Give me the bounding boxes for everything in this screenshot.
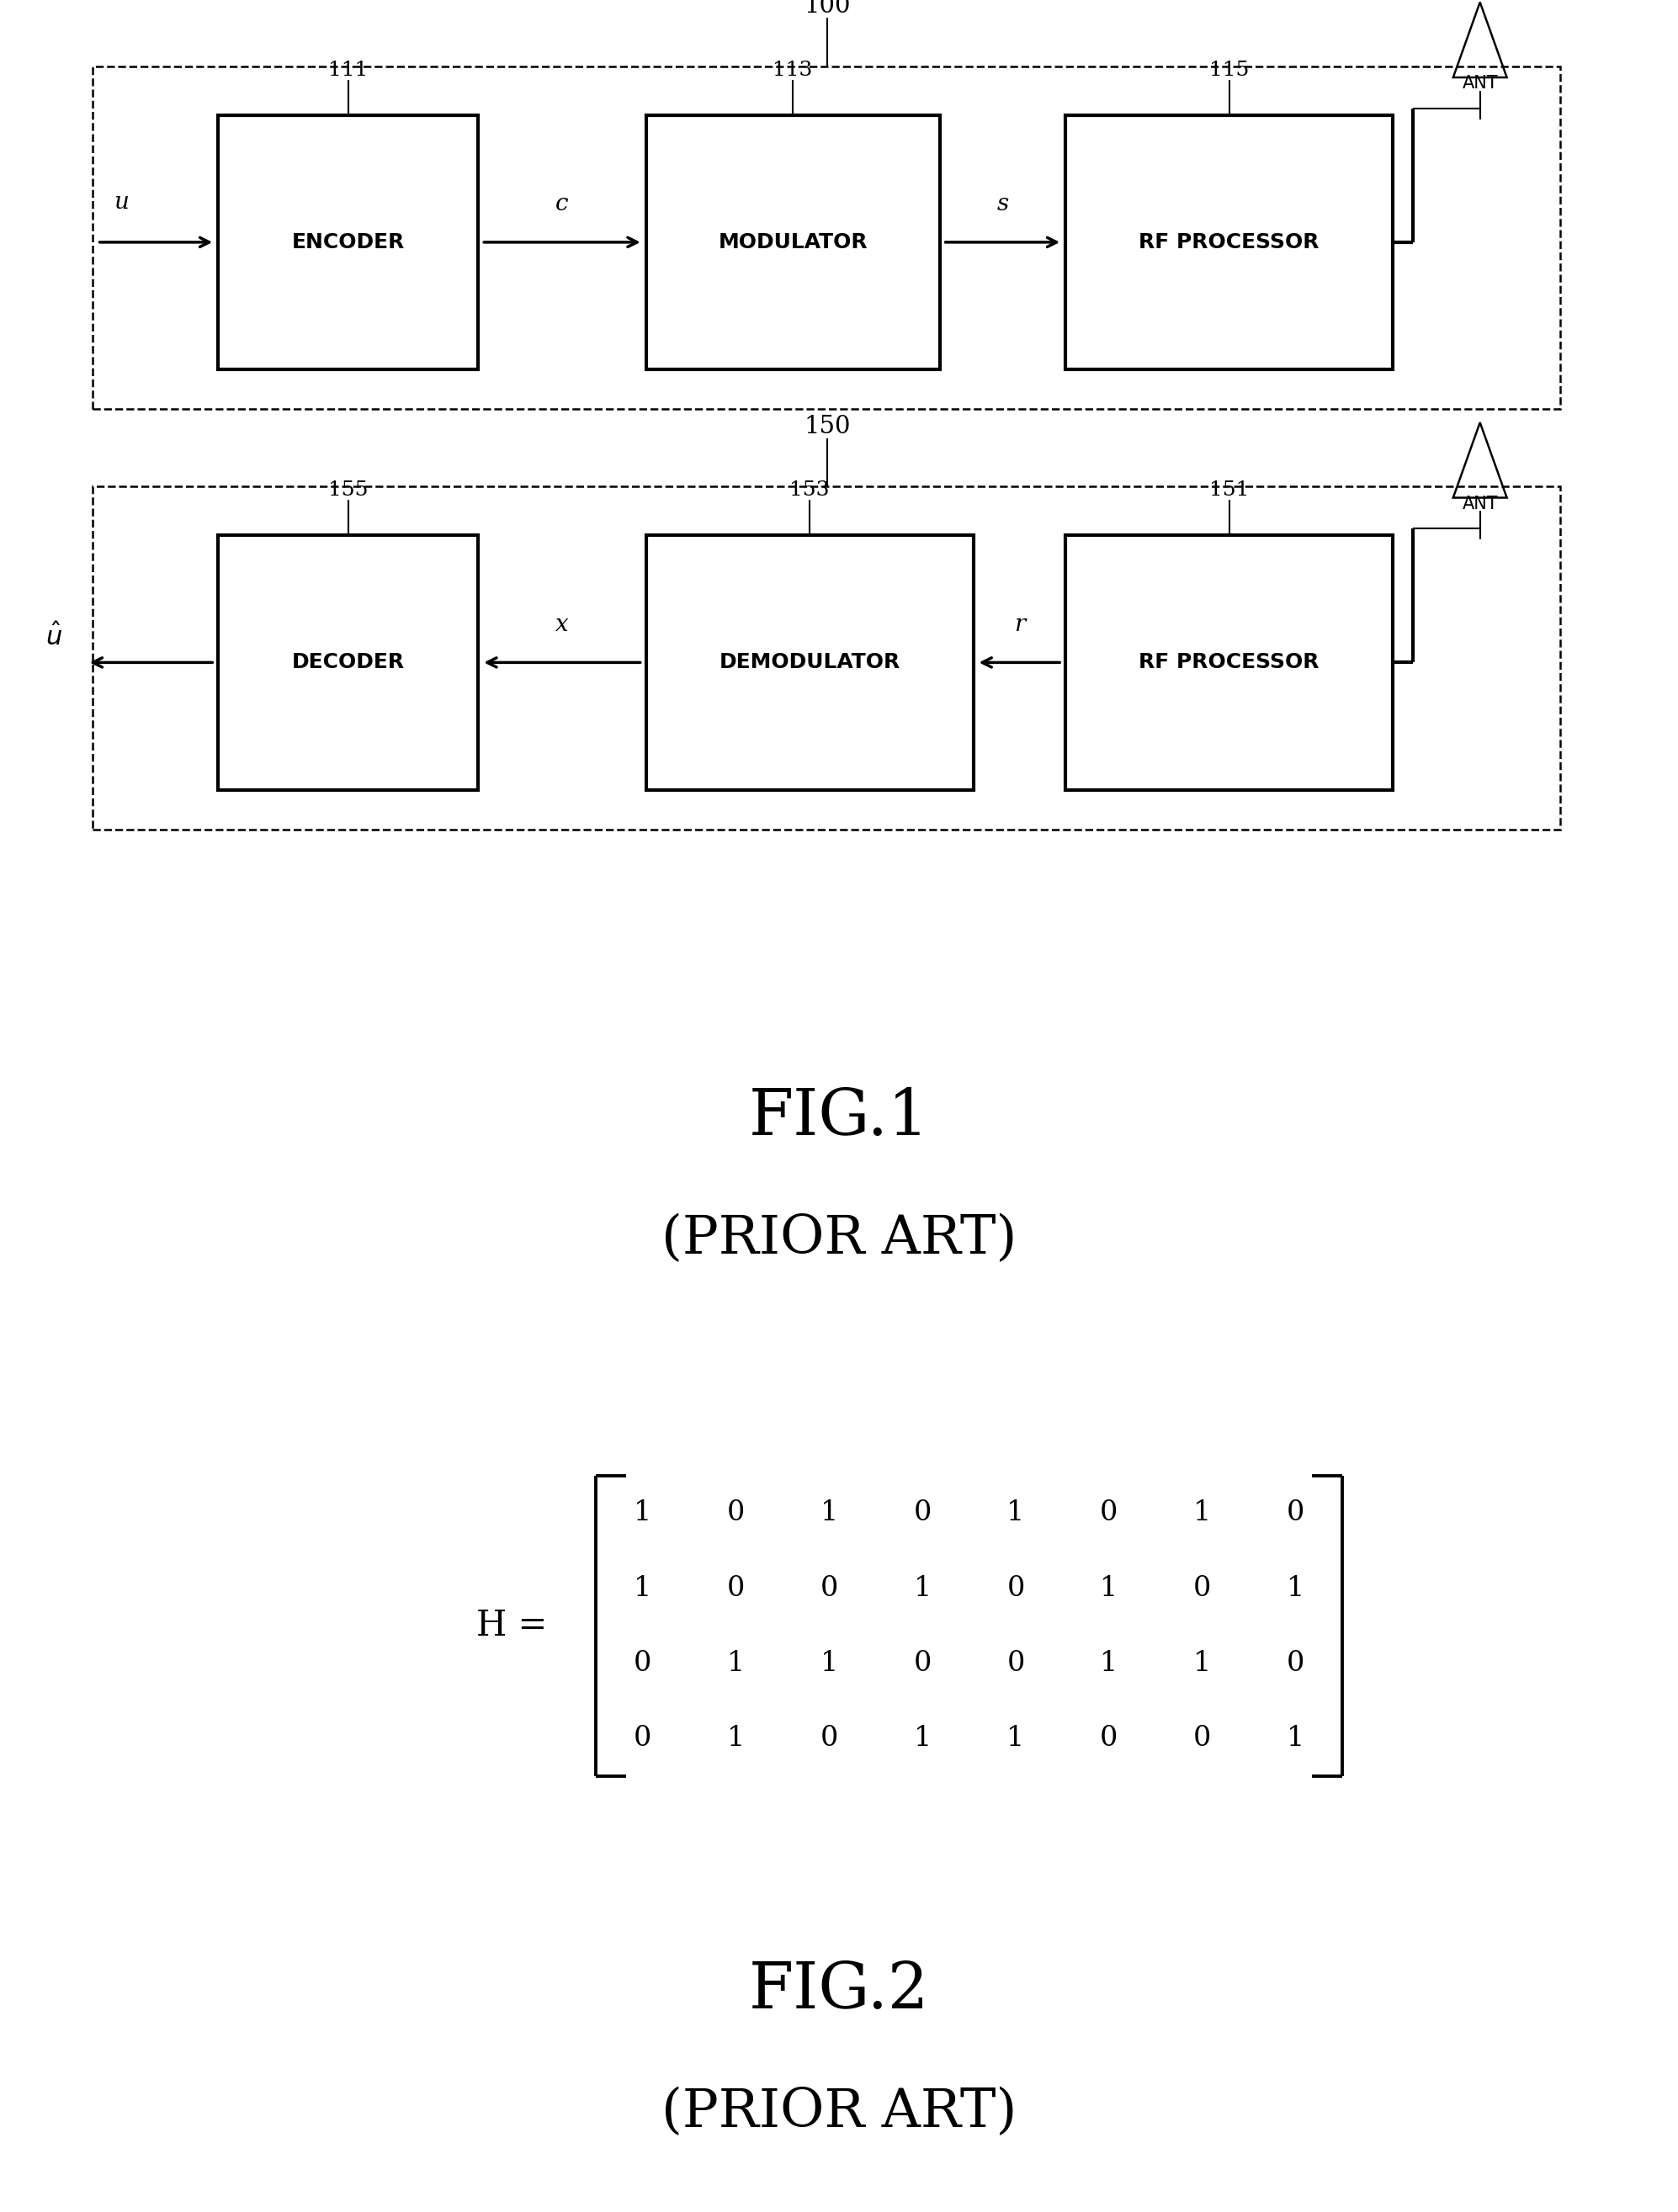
Text: 0: 0 bbox=[634, 1725, 651, 1752]
Bar bbox=[646, 115, 940, 369]
Text: 115: 115 bbox=[1210, 60, 1248, 80]
Text: 151: 151 bbox=[1210, 480, 1248, 500]
Bar bbox=[1066, 535, 1393, 790]
Text: 111: 111 bbox=[329, 60, 367, 80]
Text: 1: 1 bbox=[1007, 1725, 1025, 1752]
Text: 155: 155 bbox=[329, 480, 367, 500]
Text: 0: 0 bbox=[1193, 1575, 1212, 1601]
Text: 1: 1 bbox=[913, 1575, 931, 1601]
Text: 0: 0 bbox=[913, 1500, 931, 1526]
Text: 1: 1 bbox=[1193, 1650, 1212, 1677]
Text: DEMODULATOR: DEMODULATOR bbox=[720, 653, 899, 672]
Text: 0: 0 bbox=[1099, 1725, 1118, 1752]
Text: $\hat{u}$: $\hat{u}$ bbox=[45, 624, 62, 650]
Text: 100: 100 bbox=[804, 0, 851, 18]
Text: 153: 153 bbox=[790, 480, 829, 500]
Text: 0: 0 bbox=[634, 1650, 651, 1677]
Text: DECODER: DECODER bbox=[292, 653, 404, 672]
Text: 0: 0 bbox=[727, 1500, 745, 1526]
Text: 0: 0 bbox=[1007, 1575, 1025, 1601]
Text: 1: 1 bbox=[634, 1575, 651, 1601]
Text: x: x bbox=[555, 613, 569, 637]
Text: RF PROCESSOR: RF PROCESSOR bbox=[1139, 653, 1319, 672]
Bar bbox=[92, 487, 1561, 830]
Text: (PRIOR ART): (PRIOR ART) bbox=[661, 2086, 1017, 2139]
Text: FIG.1: FIG.1 bbox=[748, 1086, 930, 1148]
Text: s: s bbox=[997, 192, 1008, 215]
Text: 150: 150 bbox=[804, 414, 851, 438]
Text: ANT: ANT bbox=[1462, 75, 1498, 93]
Text: c: c bbox=[555, 192, 569, 215]
Text: 1: 1 bbox=[821, 1650, 837, 1677]
Text: 1: 1 bbox=[1101, 1650, 1118, 1677]
Text: 1: 1 bbox=[634, 1500, 651, 1526]
Bar bbox=[1066, 115, 1393, 369]
Text: 1: 1 bbox=[1287, 1725, 1304, 1752]
Text: 1: 1 bbox=[1007, 1500, 1025, 1526]
Text: 0: 0 bbox=[913, 1650, 931, 1677]
Text: 0: 0 bbox=[1287, 1650, 1304, 1677]
Text: (PRIOR ART): (PRIOR ART) bbox=[661, 1212, 1017, 1265]
Text: 1: 1 bbox=[727, 1725, 745, 1752]
Bar bbox=[218, 115, 478, 369]
Text: 1: 1 bbox=[913, 1725, 931, 1752]
Text: MODULATOR: MODULATOR bbox=[718, 232, 868, 252]
Text: 1: 1 bbox=[1287, 1575, 1304, 1601]
Text: ANT: ANT bbox=[1462, 495, 1498, 513]
Text: 1: 1 bbox=[727, 1650, 745, 1677]
Bar bbox=[646, 535, 973, 790]
Text: FIG.2: FIG.2 bbox=[748, 1960, 930, 2022]
Text: H =: H = bbox=[477, 1608, 547, 1644]
Bar bbox=[92, 66, 1561, 409]
Text: 0: 0 bbox=[1099, 1500, 1118, 1526]
Text: r: r bbox=[1014, 613, 1025, 637]
Text: 1: 1 bbox=[1101, 1575, 1118, 1601]
Text: 0: 0 bbox=[1007, 1650, 1025, 1677]
Bar bbox=[218, 535, 478, 790]
Text: 1: 1 bbox=[821, 1500, 837, 1526]
Text: u: u bbox=[114, 190, 129, 212]
Text: 0: 0 bbox=[727, 1575, 745, 1601]
Text: 113: 113 bbox=[774, 60, 812, 80]
Text: RF PROCESSOR: RF PROCESSOR bbox=[1139, 232, 1319, 252]
Text: 0: 0 bbox=[821, 1725, 839, 1752]
Text: 0: 0 bbox=[1193, 1725, 1212, 1752]
Text: ENCODER: ENCODER bbox=[292, 232, 404, 252]
Text: 0: 0 bbox=[1287, 1500, 1304, 1526]
Text: 1: 1 bbox=[1193, 1500, 1212, 1526]
Text: 0: 0 bbox=[821, 1575, 839, 1601]
